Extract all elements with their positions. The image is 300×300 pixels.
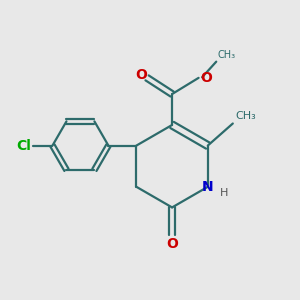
Text: O: O xyxy=(135,68,147,82)
Text: Cl: Cl xyxy=(16,139,31,153)
Text: O: O xyxy=(166,237,178,250)
Text: H: H xyxy=(220,188,228,198)
Text: CH₃: CH₃ xyxy=(235,111,256,121)
Text: O: O xyxy=(200,71,212,85)
Text: CH₃: CH₃ xyxy=(218,50,236,60)
Text: N: N xyxy=(202,180,214,194)
